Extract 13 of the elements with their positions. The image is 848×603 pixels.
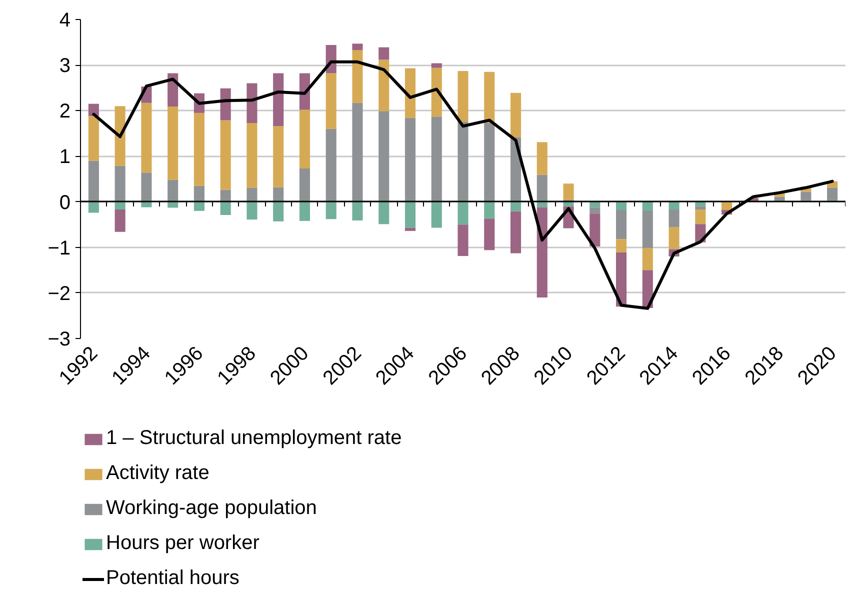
y-tick-label: 2 [59, 100, 70, 123]
y-tick-label: 3 [59, 55, 70, 78]
y-tick-label: −2 [48, 282, 71, 305]
y-tick-label: 4 [59, 10, 70, 32]
legend-label: Potential hours [106, 567, 240, 590]
y-tick-label: 1 [59, 146, 70, 168]
legend-label: 1 – Structural unemployment rate [106, 427, 402, 450]
legend-label: Working-age population [106, 497, 317, 520]
y-tick-label: −1 [48, 237, 71, 260]
y-tick-label: −3 [48, 328, 71, 350]
legend-label: Hours per worker [106, 532, 260, 555]
y-tick-label: 0 [59, 192, 70, 214]
legend-label: Activity rate [106, 462, 210, 485]
